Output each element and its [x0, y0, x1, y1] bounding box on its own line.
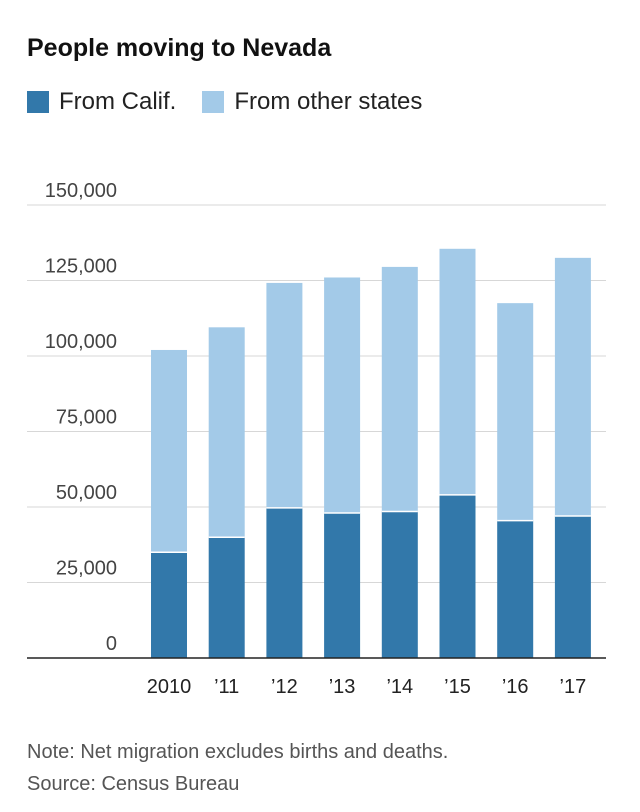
y-tick-label: 25,000 [56, 558, 117, 580]
bar-other-states [381, 266, 418, 512]
y-tick-label: 100,000 [45, 331, 117, 353]
bar-calif [439, 494, 476, 658]
bar-calif [266, 507, 303, 658]
x-tick-label: ’15 [444, 676, 471, 698]
x-tick-label: ’16 [502, 676, 529, 698]
bar-calif [497, 520, 534, 658]
note-text: Note: Net migration excludes births and … [27, 741, 449, 763]
x-tick-label: ’17 [560, 676, 587, 698]
legend-item-calif: From Calif. [27, 88, 176, 116]
y-tick-label: 125,000 [45, 256, 117, 278]
chart-title: People moving to Nevada [27, 34, 332, 62]
y-tick-label: 150,000 [45, 180, 117, 202]
bar-calif [208, 537, 245, 658]
y-tick-label: 50,000 [56, 482, 117, 504]
bar-other-states [266, 282, 303, 508]
x-tick-label: ’12 [271, 676, 298, 698]
x-tick-label: ’14 [386, 676, 413, 698]
legend-label-calif: From Calif. [59, 88, 177, 115]
x-tick-label: 2010 [147, 676, 192, 698]
bar-other-states [151, 349, 187, 553]
legend-swatch-calif [27, 91, 49, 113]
bar-other-states [554, 257, 591, 517]
bar-calif [324, 513, 361, 658]
bar-calif [554, 516, 591, 658]
x-tick-label: ’13 [329, 676, 356, 698]
legend-item-other: From other states [202, 88, 422, 116]
y-tick-label: 0 [106, 633, 117, 655]
bar-other-states [208, 327, 245, 538]
bar-calif [151, 552, 187, 658]
bar-other-states [497, 303, 534, 521]
x-tick-label: ’11 [214, 676, 239, 698]
legend: From Calif. From other states [27, 88, 448, 116]
legend-swatch-other [202, 91, 225, 113]
bar-other-states [324, 277, 361, 514]
y-tick-label: 75,000 [56, 407, 117, 429]
bar-other-states [439, 248, 476, 495]
bar-calif [381, 511, 418, 658]
legend-label-other: From other states [234, 88, 423, 115]
source-text: Source: Census Bureau [27, 773, 240, 795]
chart-plot: 0 25,000 50,000 75,000 100,000 125,000 150,000… [27, 180, 606, 698]
